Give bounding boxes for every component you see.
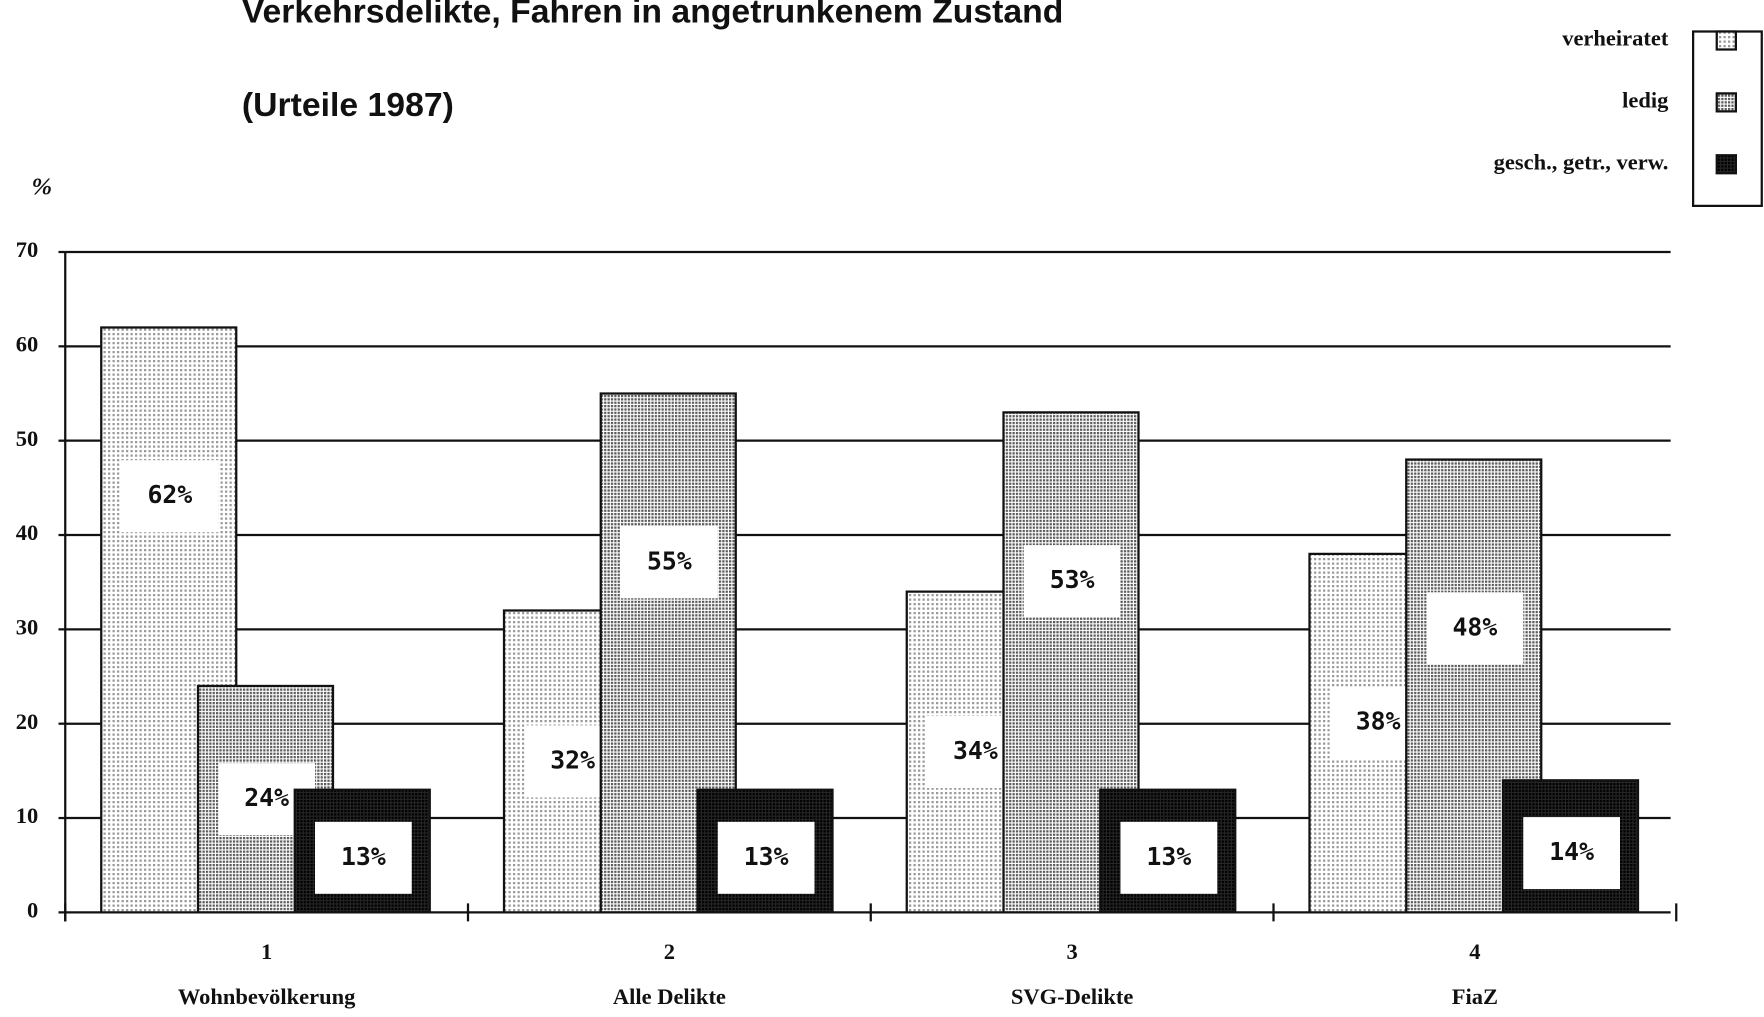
legend-label: verheiratet	[1562, 26, 1669, 51]
label-box	[1523, 817, 1620, 890]
legend-box	[1692, 30, 1763, 207]
y-tick-label: 0	[27, 898, 38, 923]
x-tick-label: 3	[1067, 939, 1078, 964]
category-name: Alle Delikte	[613, 984, 726, 1009]
legend-label: ledig	[1622, 88, 1669, 113]
legend-swatch	[1715, 154, 1737, 175]
data-label: 24%	[244, 783, 289, 812]
data-label: 13%	[341, 842, 386, 871]
label-box	[621, 526, 718, 599]
chart-subtitle: (Urteile 1987)	[242, 86, 454, 124]
legend-swatch	[1715, 92, 1737, 113]
chart-title: Verkehrsdelikte, Fahren in angetrunkenem…	[242, 0, 1064, 30]
category-name: Wohnbevölkerung	[178, 984, 356, 1009]
legend-swatch	[1715, 30, 1737, 51]
label-box	[121, 460, 219, 533]
data-label: 55%	[647, 546, 692, 575]
y-tick-label: 30	[16, 615, 39, 640]
data-label: 53%	[1050, 565, 1095, 594]
y-tick-label: 50	[16, 426, 39, 451]
data-label: 14%	[1549, 837, 1594, 866]
label-box	[315, 821, 412, 894]
y-axis-label: %	[32, 174, 53, 201]
data-label: 62%	[148, 480, 193, 509]
y-tick-label: 40	[16, 520, 39, 545]
data-label: 32%	[550, 745, 595, 774]
y-tick-label: 60	[16, 331, 39, 356]
x-tick-label: 2	[664, 939, 675, 964]
label-box	[1426, 592, 1524, 665]
y-tick-label: 20	[16, 709, 39, 734]
category-name: SVG-Delikte	[1011, 984, 1134, 1009]
data-label: 48%	[1453, 612, 1498, 641]
label-box	[1023, 545, 1121, 618]
data-label: 13%	[744, 842, 789, 871]
x-tick-label: 1	[261, 939, 272, 964]
label-box	[717, 821, 815, 894]
x-tick-label: 4	[1469, 939, 1480, 964]
data-label: 34%	[953, 736, 998, 765]
category-name: FiaZ	[1452, 984, 1498, 1009]
y-tick-label: 10	[16, 803, 39, 828]
data-label: 13%	[1147, 842, 1192, 871]
data-label: 38%	[1356, 707, 1401, 736]
legend-label: gesch., getr., verw.	[1494, 149, 1669, 174]
label-box	[1120, 821, 1218, 894]
y-tick-label: 70	[16, 237, 39, 262]
